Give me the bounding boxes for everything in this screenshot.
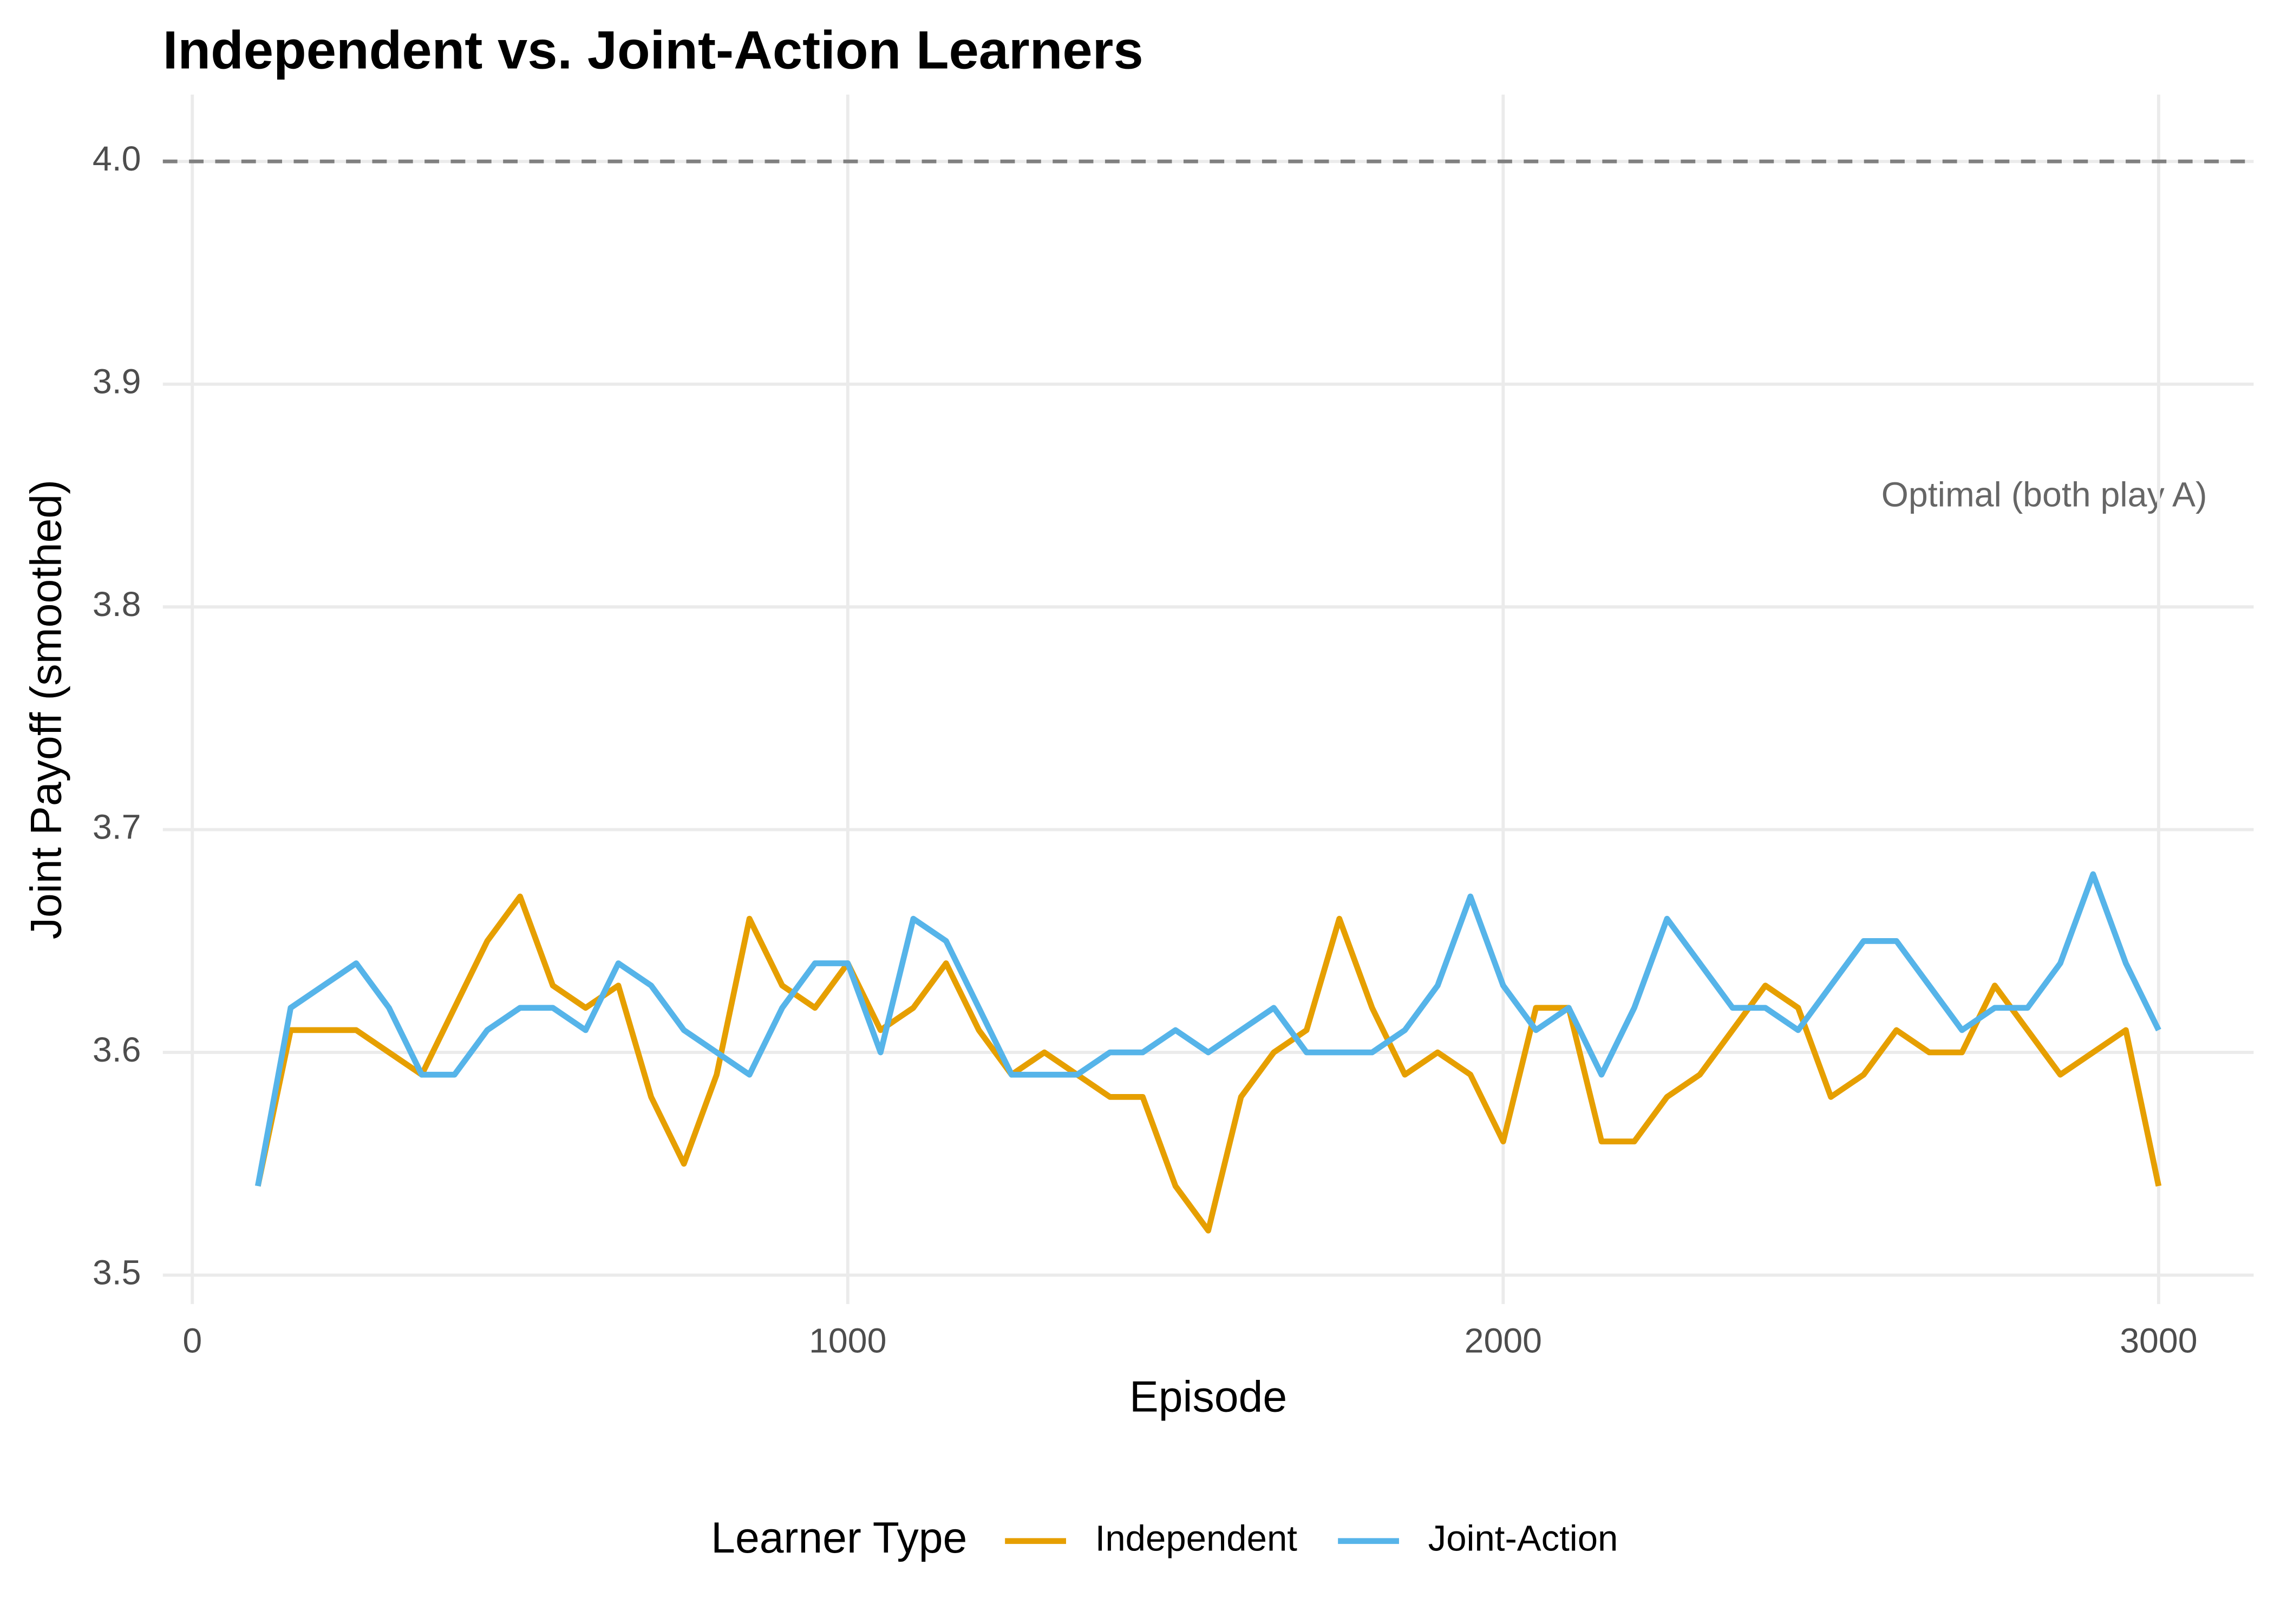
x-tick-label: 3000 [2120,1321,2197,1360]
plot-area [162,159,2254,1234]
y-tick-label: 3.8 [93,585,141,624]
x-axis-title: Episode [1129,1373,1287,1422]
y-axis-title: Joint Payoff (smoothed) [22,480,71,939]
y-tick-label: 3.9 [93,362,141,401]
x-tick-label: 0 [182,1321,202,1360]
series-line [255,893,2162,1234]
y-tick-label: 3.5 [93,1253,141,1292]
x-tick-label: 1000 [809,1321,886,1360]
grid: 3.5 3.6 3.7 3.8 3.9 4.0 0 1000 2000 3000 [93,94,2254,1360]
y-tick-label: 3.7 [93,808,141,847]
legend-title: Learner Type [711,1514,967,1562]
legend: Learner Type Independent Joint-Action [711,1514,1618,1562]
legend-label: Independent [1095,1518,1298,1558]
y-tick-label: 3.6 [93,1030,141,1069]
x-tick-label: 2000 [1465,1321,1542,1360]
chart-title: Independent vs. Joint-Action Learners [163,20,1143,80]
y-tick-label: 4.0 [93,139,141,178]
annotation: Optimal (both play A) [1881,475,2207,514]
legend-label: Joint-Action [1428,1518,1618,1558]
series-line [255,871,2161,1187]
